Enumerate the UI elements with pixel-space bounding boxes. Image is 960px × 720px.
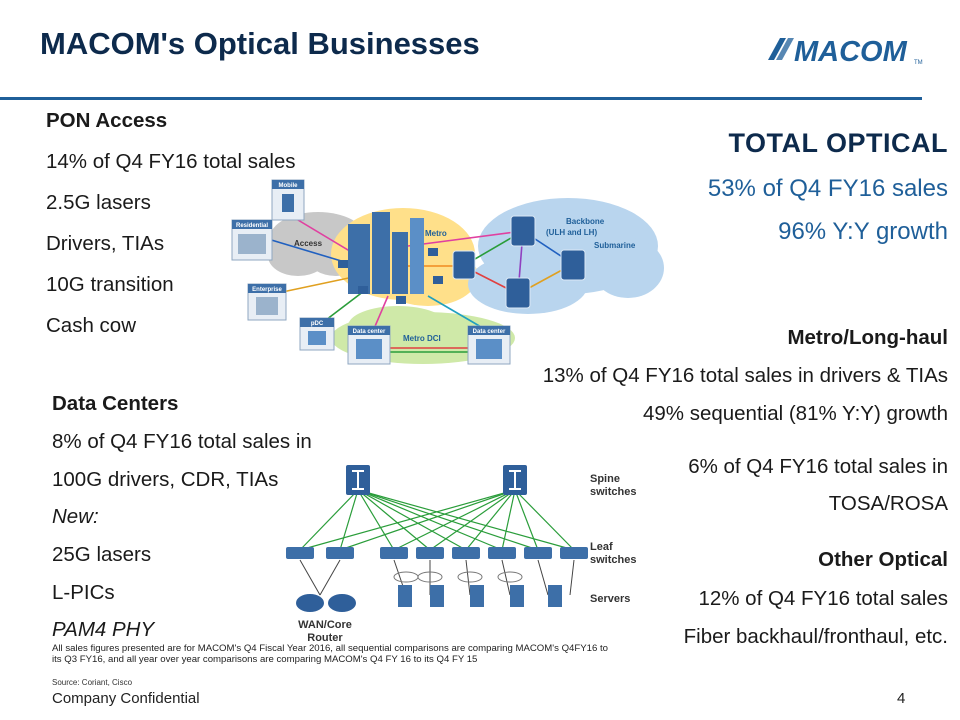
pon-line: Cash cow [46,314,137,337]
pdc-label: pDC [311,321,324,327]
servers [398,585,562,607]
enterprise-node: Enterprise [247,283,287,321]
mobile-node: Mobile [271,179,305,221]
logo-text: MACOM [794,36,908,68]
residential-node: Residential [231,219,273,261]
pon-line: 2.5G lasers [46,191,151,214]
leaf-switches [286,547,588,559]
small-nodes [338,248,443,304]
footer-confidential: Company Confidential [52,690,200,707]
other-heading: Other Optical [818,548,948,571]
mobile-label: Mobile [279,183,299,189]
dc-line: 8% of Q4 FY16 total sales in [52,430,312,453]
total-optical-heading: TOTAL OPTICAL [728,128,948,158]
dc-pam4: PAM4 PHY [52,618,155,641]
metro-label: Metro [425,229,447,238]
backbone-label: Backbone [566,217,605,226]
data-center-label: Data center [473,329,506,335]
servers-label: Servers [590,593,630,605]
leaf-label-1: Leaf [590,541,613,553]
metro-heading: Metro/Long-haul [787,326,948,349]
metro-line: TOSA/ROSA [828,492,948,515]
spine-leaf-diagram: Spine switches Leaf switches Servers WAN… [286,465,636,644]
wan-routers [296,594,356,612]
dc-heading: Data Centers [52,392,179,415]
dc-new-line: 25G lasers [52,543,152,566]
pon-line: 10G transition [46,273,174,296]
pdc-node: pDC [299,317,335,351]
wan-label-1: WAN/Core [298,619,352,631]
metro-dci-label: Metro DCI [403,334,441,343]
spine-label-2: switches [590,486,636,498]
backbone-sub-label: (ULH and LH) [546,228,597,237]
macom-logo: MACOM TM [768,36,923,68]
total-optical-sales: 53% of Q4 FY16 sales [707,175,948,202]
data-center-node: Data center [347,325,391,365]
wan-label-2: Router [307,632,343,644]
pon-heading: PON Access [46,109,168,132]
residential-label: Residential [236,223,268,229]
metro-line: 49% sequential (81% Y:Y) growth [642,402,948,425]
enterprise-label: Enterprise [252,287,282,293]
spine-switch [503,465,527,495]
footnote: All sales figures presented are for MACO… [52,643,608,665]
backbone-switches [452,215,586,309]
data-center-node: Data center [467,325,511,365]
pon-line: 14% of Q4 FY16 total sales [46,150,296,173]
spine-label-1: Spine [590,473,620,485]
page-number: 4 [897,690,906,707]
other-line: 12% of Q4 FY16 total sales [698,587,948,610]
logo-swoosh-icon [768,38,794,60]
source-note: Source: Coriant, Cisco [52,678,133,687]
metro-line: 6% of Q4 FY16 total sales in [688,455,948,478]
submarine-label: Submarine [594,241,636,250]
dc-new-line: L-PICs [52,581,115,604]
metro-buildings [348,212,424,294]
spine-leaf-links [299,489,575,551]
dc-line: 100G drivers, CDR, TIAs [52,468,279,491]
spine-switch [346,465,370,495]
metro-line: 13% of Q4 FY16 total sales in drivers & … [542,364,948,387]
title-divider [0,97,922,100]
dc-new-label: New: [52,505,99,528]
data-center-label: Data center [353,329,386,335]
network-diagram: Mobile Residential Enterprise pDC Data c… [231,179,664,365]
leaf-label-2: switches [590,554,636,566]
total-optical-growth: 96% Y:Y growth [778,218,948,245]
other-line: Fiber backhaul/fronthaul, etc. [683,625,948,648]
slide-title: MACOM's Optical Businesses [40,26,480,61]
server-rings [393,571,523,583]
logo-tm: TM [914,60,923,66]
pon-line: Drivers, TIAs [46,232,165,255]
access-label: Access [294,239,323,248]
